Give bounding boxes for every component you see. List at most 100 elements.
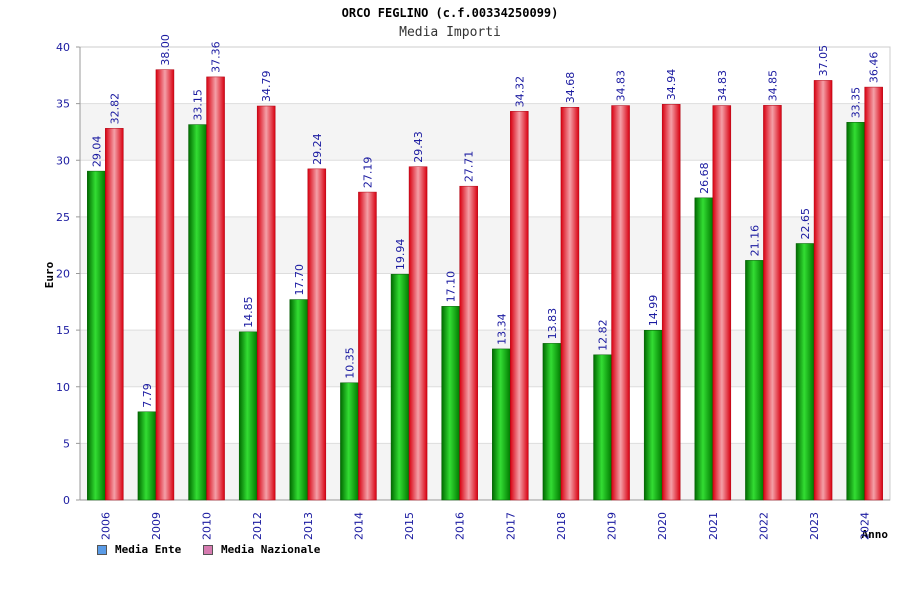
data-label: 13.83 bbox=[546, 308, 559, 340]
data-label: 26.68 bbox=[698, 162, 711, 194]
bar-media-nazionale-2022 bbox=[763, 105, 782, 501]
data-label: 27.19 bbox=[361, 157, 374, 189]
x-tick-label: 2014 bbox=[352, 512, 365, 540]
x-tick-label: 2018 bbox=[555, 512, 568, 540]
data-label: 27.71 bbox=[463, 151, 476, 183]
data-label: 19.94 bbox=[394, 239, 407, 271]
data-label: 34.68 bbox=[564, 72, 577, 104]
y-tick-label: 20 bbox=[56, 268, 70, 281]
data-label: 38.00 bbox=[159, 34, 172, 66]
chart-title: ORCO FEGLINO (c.f.00334250099) bbox=[341, 6, 559, 20]
bar-media-ente-2012 bbox=[238, 331, 258, 501]
data-label: 12.82 bbox=[597, 319, 610, 351]
x-tick-label: 2010 bbox=[201, 512, 214, 540]
bar-media-ente-2006 bbox=[87, 170, 106, 501]
bar-media-ente-2009 bbox=[137, 411, 157, 501]
bar-media-nazionale-2016 bbox=[459, 185, 478, 501]
bar-media-nazionale-2015 bbox=[408, 166, 428, 501]
data-label: 17.70 bbox=[293, 264, 306, 296]
bar-media-ente-2022 bbox=[745, 260, 764, 501]
data-label: 14.85 bbox=[242, 296, 255, 328]
x-axis-label: Anno bbox=[862, 528, 889, 541]
data-label: 34.85 bbox=[766, 70, 779, 102]
x-tick-label: 2022 bbox=[757, 512, 770, 540]
data-label: 34.79 bbox=[260, 71, 273, 103]
y-tick-label: 25 bbox=[56, 211, 70, 224]
data-label: 29.04 bbox=[90, 136, 103, 168]
bar-media-ente-2024 bbox=[846, 122, 865, 501]
data-label: 7.79 bbox=[141, 383, 154, 408]
data-label: 34.94 bbox=[665, 69, 678, 101]
data-label: 29.24 bbox=[311, 133, 324, 165]
y-tick-label: 15 bbox=[56, 324, 70, 337]
y-tick-label: 40 bbox=[56, 41, 70, 54]
bar-media-ente-2016 bbox=[441, 306, 460, 501]
data-label: 33.35 bbox=[850, 87, 863, 119]
data-label: 34.83 bbox=[615, 70, 628, 102]
bar-media-ente-2019 bbox=[593, 354, 612, 501]
data-label: 13.34 bbox=[495, 313, 508, 345]
data-label: 32.82 bbox=[108, 93, 121, 125]
bar-media-nazionale-2017 bbox=[510, 111, 529, 501]
chart-subtitle: Media Importi bbox=[399, 25, 501, 40]
bar-media-ente-2010 bbox=[188, 124, 207, 501]
bar-media-nazionale-2021 bbox=[712, 105, 732, 501]
x-tick-label: 2012 bbox=[251, 512, 264, 540]
data-label: 17.10 bbox=[445, 271, 458, 303]
bar-media-nazionale-2019 bbox=[611, 105, 630, 501]
y-axis-label: Euro bbox=[43, 261, 56, 288]
bar-media-ente-2020 bbox=[643, 329, 663, 501]
y-tick-label: 5 bbox=[63, 437, 70, 450]
bar-media-nazionale-2010 bbox=[206, 76, 225, 501]
y-tick-label: 30 bbox=[56, 154, 70, 167]
data-label: 37.36 bbox=[210, 41, 223, 73]
data-label: 14.99 bbox=[647, 295, 660, 327]
bar-media-nazionale-2012 bbox=[256, 105, 276, 501]
data-label: 29.43 bbox=[412, 131, 425, 163]
x-tick-label: 2017 bbox=[504, 512, 517, 540]
bar-media-nazionale-2006 bbox=[105, 128, 124, 501]
bar-media-ente-2018 bbox=[542, 343, 562, 501]
x-tick-label: 2019 bbox=[606, 512, 619, 540]
bar-media-ente-2014 bbox=[340, 382, 359, 501]
x-tick-label: 2021 bbox=[707, 512, 720, 540]
data-labels: 29.04 32.82 7.79 38.00 33.15 37.36 14.85 34.79 1… bbox=[90, 34, 880, 408]
x-tick-label: 2015 bbox=[403, 512, 416, 540]
x-tick-label: 2016 bbox=[454, 512, 467, 540]
data-label: 21.16 bbox=[748, 225, 761, 257]
x-tick-label: 2013 bbox=[302, 512, 315, 540]
data-label: 34.32 bbox=[513, 76, 526, 108]
bars bbox=[87, 69, 883, 501]
legend-item-media-ente: Media Ente bbox=[97, 543, 181, 556]
bar-media-nazionale-2018 bbox=[560, 106, 580, 501]
y-tick-label: 0 bbox=[63, 494, 70, 507]
data-label: 10.35 bbox=[343, 347, 356, 379]
data-label: 33.15 bbox=[192, 89, 205, 121]
bar-media-ente-2013 bbox=[289, 299, 309, 501]
bar-media-ente-2015 bbox=[390, 273, 410, 501]
data-label: 34.83 bbox=[716, 70, 729, 102]
legend-item-media-nazionale: Media Nazionale bbox=[203, 543, 320, 556]
x-tick-label: 2023 bbox=[808, 512, 821, 540]
bar-media-nazionale-2009 bbox=[155, 69, 175, 501]
legend-swatch-media-nazionale bbox=[203, 544, 213, 555]
bar-media-ente-2023 bbox=[795, 243, 815, 501]
x-tick-label: 2009 bbox=[150, 512, 163, 540]
bar-media-ente-2017 bbox=[492, 348, 511, 501]
data-label: 22.65 bbox=[799, 208, 812, 240]
bar-media-nazionale-2014 bbox=[358, 191, 377, 501]
bar-media-nazionale-2013 bbox=[307, 168, 327, 501]
bar-media-nazionale-2020 bbox=[661, 104, 681, 501]
data-label: 36.46 bbox=[868, 52, 881, 84]
bar-media-nazionale-2024 bbox=[864, 86, 883, 501]
legend-swatch-media-ente bbox=[97, 544, 107, 555]
legend-label-media-ente: Media Ente bbox=[115, 543, 182, 556]
legend-label-media-nazionale: Media Nazionale bbox=[221, 543, 321, 556]
x-tick-label: 2024 bbox=[859, 512, 872, 540]
x-tick-label: 2020 bbox=[656, 512, 669, 540]
y-tick-label: 10 bbox=[56, 381, 70, 394]
bar-media-nazionale-2023 bbox=[813, 80, 833, 501]
y-tick-label: 35 bbox=[56, 98, 70, 111]
bar-media-ente-2021 bbox=[694, 197, 714, 501]
